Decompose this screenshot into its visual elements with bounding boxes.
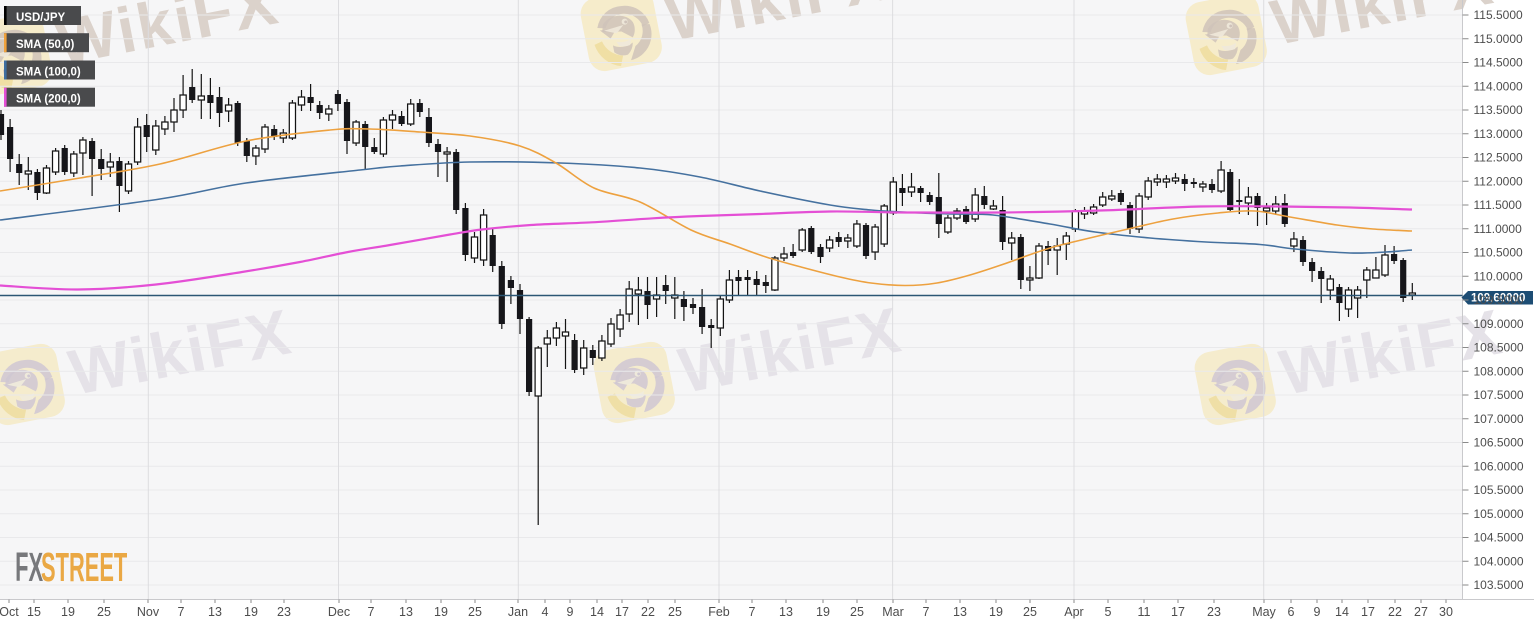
svg-text:USD/JPY: USD/JPY <box>16 12 66 24</box>
svg-text:103.5000: 103.5000 <box>1474 578 1524 592</box>
svg-text:14: 14 <box>1335 605 1349 619</box>
svg-text:7: 7 <box>368 605 375 619</box>
svg-text:SMA (200,0): SMA (200,0) <box>16 94 81 106</box>
svg-text:9: 9 <box>567 605 574 619</box>
svg-text:Mar: Mar <box>882 605 904 619</box>
svg-text:19: 19 <box>816 605 830 619</box>
svg-text:107.0000: 107.0000 <box>1474 412 1524 426</box>
svg-text:113.0000: 113.0000 <box>1474 127 1523 141</box>
svg-text:104.5000: 104.5000 <box>1474 531 1524 545</box>
svg-text:7: 7 <box>749 605 756 619</box>
svg-text:111.0000: 111.0000 <box>1474 222 1523 236</box>
svg-text:25: 25 <box>468 605 482 619</box>
svg-text:6: 6 <box>1288 605 1295 619</box>
svg-text:30: 30 <box>1439 605 1453 619</box>
svg-text:106.0000: 106.0000 <box>1474 459 1524 473</box>
svg-text:108.5000: 108.5000 <box>1474 341 1524 355</box>
svg-text:114.5000: 114.5000 <box>1474 56 1523 70</box>
svg-text:114.0000: 114.0000 <box>1474 80 1523 94</box>
svg-text:105.0000: 105.0000 <box>1474 507 1524 521</box>
svg-text:115.0000: 115.0000 <box>1474 32 1523 46</box>
svg-text:109.60000: 109.60000 <box>1471 293 1525 305</box>
svg-text:13: 13 <box>779 605 793 619</box>
svg-text:25: 25 <box>850 605 864 619</box>
svg-text:108.0000: 108.0000 <box>1474 364 1524 378</box>
svg-text:112.0000: 112.0000 <box>1474 174 1523 188</box>
svg-text:104.0000: 104.0000 <box>1474 555 1524 569</box>
svg-text:4: 4 <box>542 605 549 619</box>
svg-text:23: 23 <box>277 605 291 619</box>
svg-text:11: 11 <box>1138 605 1151 619</box>
svg-text:17: 17 <box>1171 605 1185 619</box>
svg-text:19: 19 <box>244 605 258 619</box>
svg-text:110.5000: 110.5000 <box>1474 246 1523 260</box>
svg-text:113.5000: 113.5000 <box>1474 103 1523 117</box>
svg-text:Oct: Oct <box>0 605 19 619</box>
svg-text:9: 9 <box>1314 605 1321 619</box>
svg-text:7: 7 <box>178 605 185 619</box>
svg-text:Nov: Nov <box>137 605 160 619</box>
svg-text:27: 27 <box>1414 605 1428 619</box>
svg-text:25: 25 <box>97 605 111 619</box>
svg-text:23: 23 <box>1207 605 1221 619</box>
svg-text:SMA (100,0): SMA (100,0) <box>16 67 81 79</box>
svg-text:SMA (50,0): SMA (50,0) <box>16 39 75 51</box>
svg-text:May: May <box>1252 605 1276 619</box>
svg-text:25: 25 <box>1023 605 1037 619</box>
svg-text:15: 15 <box>27 605 41 619</box>
svg-text:7: 7 <box>923 605 930 619</box>
svg-text:13: 13 <box>208 605 222 619</box>
svg-text:14: 14 <box>590 605 604 619</box>
svg-text:FX: FX <box>15 545 43 590</box>
svg-text:106.5000: 106.5000 <box>1474 436 1524 450</box>
svg-text:25: 25 <box>668 605 682 619</box>
svg-text:17: 17 <box>1361 605 1375 619</box>
svg-text:13: 13 <box>399 605 413 619</box>
svg-text:STREET: STREET <box>41 545 127 590</box>
svg-text:Feb: Feb <box>708 605 730 619</box>
svg-text:Dec: Dec <box>328 605 350 619</box>
svg-text:Jan: Jan <box>508 605 528 619</box>
svg-text:111.5000: 111.5000 <box>1474 198 1523 212</box>
svg-text:5: 5 <box>1105 605 1112 619</box>
svg-text:17: 17 <box>615 605 629 619</box>
svg-text:19: 19 <box>434 605 448 619</box>
svg-text:110.0000: 110.0000 <box>1474 269 1523 283</box>
svg-text:109.5000: 109.5000 <box>1474 293 1524 307</box>
svg-text:22: 22 <box>1388 605 1402 619</box>
svg-text:115.5000: 115.5000 <box>1474 8 1523 22</box>
svg-text:Apr: Apr <box>1064 605 1083 619</box>
svg-text:109.0000: 109.0000 <box>1474 317 1524 331</box>
svg-text:19: 19 <box>61 605 75 619</box>
svg-text:13: 13 <box>953 605 967 619</box>
svg-text:112.5000: 112.5000 <box>1474 151 1523 165</box>
svg-text:105.5000: 105.5000 <box>1474 483 1524 497</box>
svg-text:107.5000: 107.5000 <box>1474 388 1524 402</box>
svg-text:19: 19 <box>989 605 1003 619</box>
svg-text:22: 22 <box>641 605 655 619</box>
